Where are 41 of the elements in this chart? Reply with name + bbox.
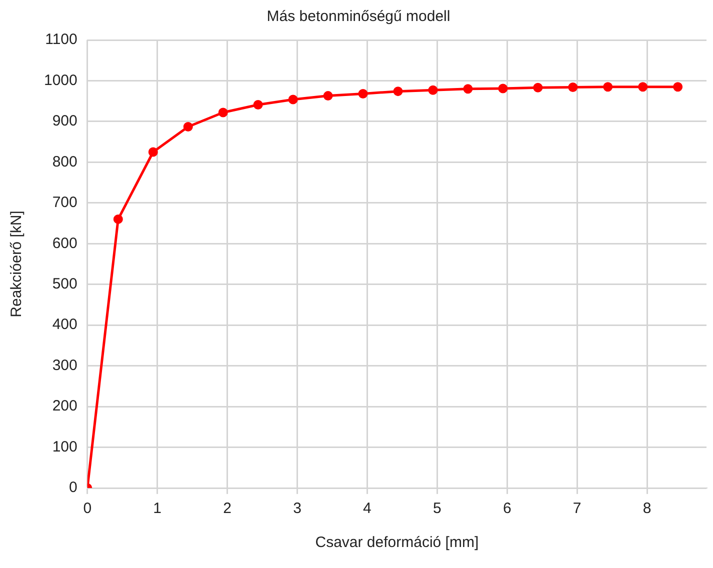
- y-axis-title: Reakcióerő [kN]: [8, 210, 26, 318]
- point: [428, 85, 438, 95]
- point: [498, 84, 508, 94]
- point: [323, 91, 333, 101]
- y-tick-label: 100: [52, 438, 78, 456]
- point: [253, 100, 263, 110]
- x-tick-label: 2: [223, 500, 232, 518]
- point: [638, 82, 648, 92]
- point: [148, 147, 158, 157]
- chart-title: Más betonminőségű modell: [266, 8, 450, 26]
- x-tick-label: 1: [153, 500, 162, 518]
- point: [393, 86, 403, 96]
- y-tick-label: 1100: [45, 31, 78, 48]
- x-tick-label: 0: [83, 500, 92, 518]
- x-tick-label: 7: [572, 500, 582, 518]
- y-tick-label: 300: [52, 356, 78, 374]
- point: [568, 82, 578, 92]
- x-axis-title: Csavar deformáció [mm]: [315, 534, 479, 552]
- point: [288, 94, 298, 104]
- y-tick-label: 1000: [44, 72, 78, 89]
- y-tick-label: 900: [52, 112, 78, 130]
- x-tick-label: 3: [293, 500, 302, 518]
- x-tick-label: 6: [502, 500, 512, 518]
- x-tick-label: 8: [642, 500, 652, 518]
- y-tick-label: 700: [52, 194, 78, 212]
- point: [218, 108, 228, 118]
- point: [673, 82, 683, 92]
- point: [533, 82, 543, 92]
- point: [358, 89, 368, 99]
- y-tick-label: 600: [52, 234, 78, 252]
- point: [603, 82, 613, 92]
- y-tick-label: 500: [52, 276, 78, 293]
- point: [183, 122, 193, 132]
- point: [463, 84, 473, 94]
- y-tick-label: 800: [52, 153, 78, 170]
- x-tick-label: 5: [432, 500, 442, 518]
- x-tick-label: 4: [363, 500, 372, 518]
- y-tick-label: 200: [52, 398, 78, 415]
- y-tick-label: 400: [52, 316, 78, 334]
- point: [113, 214, 123, 224]
- y-tick-label: 0: [69, 479, 78, 496]
